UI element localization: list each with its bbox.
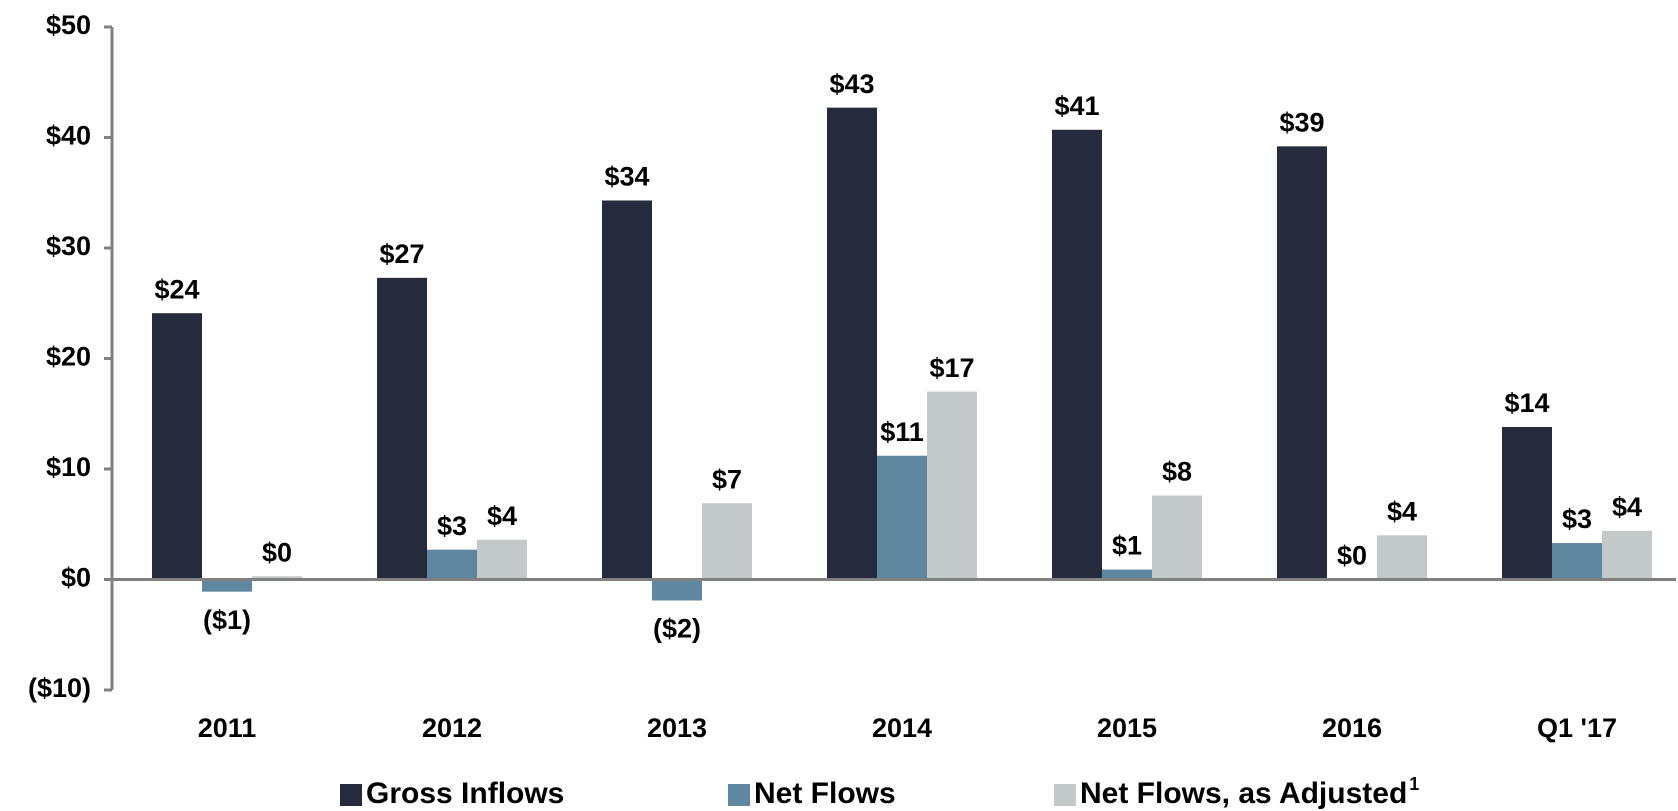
value-label: ($2) — [653, 614, 701, 644]
value-label: $17 — [929, 353, 974, 383]
value-label: $34 — [604, 162, 649, 192]
x-tick-label: 2016 — [1322, 713, 1382, 743]
value-label: $1 — [1112, 531, 1142, 561]
bar — [1602, 530, 1652, 580]
bar — [1502, 427, 1552, 580]
legend-swatch — [340, 784, 362, 806]
x-tick-label: 2014 — [872, 713, 932, 743]
bar — [152, 313, 202, 580]
bar — [1277, 146, 1327, 580]
y-tick-label: $20 — [46, 342, 91, 372]
value-label: $24 — [154, 274, 199, 304]
legend-swatch — [728, 784, 750, 806]
legend-label: Net Flows, as Adjusted — [1080, 777, 1407, 810]
value-label: $4 — [1387, 496, 1417, 526]
value-label: $11 — [880, 417, 924, 447]
value-label: $4 — [1612, 492, 1642, 522]
value-label: $39 — [1279, 107, 1324, 137]
legend-swatch — [1054, 784, 1076, 806]
y-tick-label: $30 — [46, 231, 91, 261]
value-label: $8 — [1162, 457, 1192, 487]
y-tick-label: $50 — [46, 10, 91, 40]
bar — [927, 391, 977, 580]
bar — [377, 277, 427, 580]
value-label: $14 — [1504, 388, 1549, 418]
y-tick-label: ($10) — [28, 673, 91, 703]
bar — [652, 579, 702, 601]
bar — [202, 579, 252, 592]
x-tick-label: 2011 — [198, 713, 257, 743]
x-tick-label: Q1 '17 — [1537, 713, 1617, 743]
value-label: $0 — [262, 537, 292, 567]
bar — [1052, 129, 1102, 580]
bar — [1152, 495, 1202, 580]
value-label: $3 — [437, 511, 467, 541]
y-tick-label: $40 — [46, 121, 91, 151]
value-label: $43 — [829, 69, 874, 99]
x-tick-label: 2012 — [422, 713, 482, 743]
bar — [1102, 569, 1152, 580]
value-label: $7 — [712, 464, 742, 494]
value-label: $4 — [487, 501, 517, 531]
bar — [1552, 543, 1602, 580]
bar — [877, 455, 927, 580]
x-tick-label: 2015 — [1097, 713, 1157, 743]
value-label: $3 — [1562, 504, 1592, 534]
x-tick-label: 2013 — [647, 713, 707, 743]
bar — [827, 107, 877, 580]
bar — [602, 200, 652, 580]
y-tick-label: $10 — [46, 452, 91, 482]
legend-superscript: 1 — [1409, 774, 1419, 794]
value-label: ($1) — [203, 605, 251, 635]
bar — [252, 576, 302, 580]
bar — [477, 539, 527, 580]
legend-label: Net Flows — [754, 777, 896, 810]
bar — [427, 549, 477, 580]
value-label: $27 — [379, 239, 424, 269]
bar — [702, 503, 752, 580]
value-label: $0 — [1337, 541, 1367, 571]
value-label: $41 — [1054, 91, 1099, 121]
y-tick-label: $0 — [61, 563, 91, 593]
legend-label: Gross Inflows — [366, 777, 564, 810]
bar — [1377, 535, 1427, 580]
